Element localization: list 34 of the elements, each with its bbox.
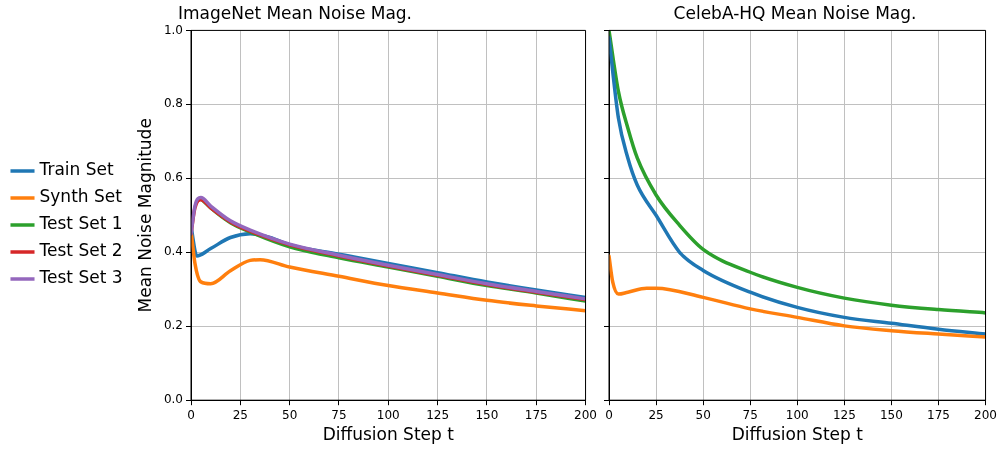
y-tick-label: 0.0 [163,392,183,407]
x-tick-label: 150 [879,407,903,422]
x-tick-label: 0 [605,407,613,422]
x-tick-label: 75 [742,407,758,422]
y-tick-label: 0.4 [163,244,183,259]
x-tick-label: 75 [331,407,347,422]
legend-label: Test Set 3 [38,267,123,288]
x-tick-label: 175 [524,407,548,422]
legend-label: Synth Set [39,186,123,207]
chart-title: CelebA-HQ Mean Noise Mag. [673,2,917,23]
x-tick-label: 50 [282,407,298,422]
legend-label: Test Set 1 [38,213,123,234]
x-tick-label: 0 [187,407,195,422]
x-axis-title: Diffusion Step t [322,424,455,445]
legend-label: Train Set [38,159,114,180]
y-axis-title: Mean Noise Magnitude [135,118,156,313]
y-tick-label: 0.6 [163,170,183,185]
x-tick-label: 175 [927,407,950,422]
x-tick-label: 100 [785,407,809,422]
x-tick-label: 200 [574,407,597,422]
x-tick-label: 50 [695,407,711,422]
y-tick-label: 0.2 [163,318,183,333]
x-tick-label: 125 [832,407,856,422]
x-tick-label: 125 [426,407,450,422]
x-tick-label: 25 [648,407,664,422]
y-tick-label: 0.8 [163,96,183,111]
x-tick-label: 150 [475,407,499,422]
legend-label: Test Set 2 [38,240,123,261]
x-tick-label: 25 [232,407,248,422]
x-tick-label: 100 [376,407,400,422]
chart-title: ImageNet Mean Noise Mag. [177,2,413,23]
x-tick-label: 200 [974,407,997,422]
y-tick-label: 1.0 [163,22,183,37]
x-axis-title: Diffusion Step t [731,424,864,445]
